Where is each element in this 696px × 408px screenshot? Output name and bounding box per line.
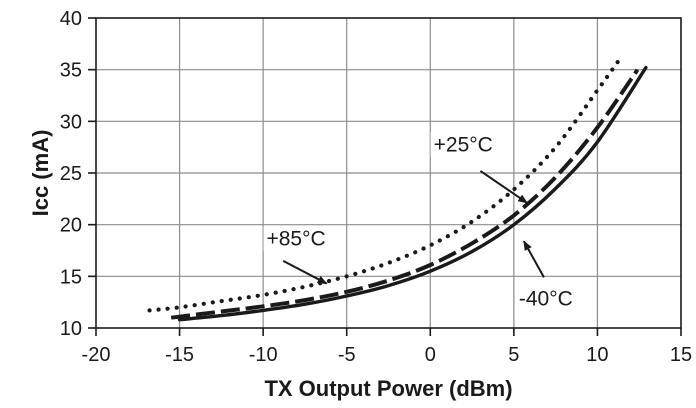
y-tick-label: 20 xyxy=(60,215,82,237)
x-tick-label: 5 xyxy=(508,344,519,366)
y-axis-title: Icc (mA) xyxy=(28,130,53,217)
grid-lines xyxy=(96,18,681,328)
annotation-label-bg xyxy=(430,132,496,158)
series-line-25c-dashed xyxy=(170,68,640,320)
annotations: +85°C +25°C -40°C xyxy=(263,132,576,312)
y-tick-label: 30 xyxy=(60,111,82,133)
x-axis-ticks: -20 -15 -10 -5 0 5 10 15 xyxy=(82,328,692,366)
x-tick-label: -20 xyxy=(82,344,111,366)
x-tick-label: 15 xyxy=(670,344,692,366)
x-tick-label: -5 xyxy=(338,344,356,366)
y-tick-label: 40 xyxy=(60,8,82,30)
annotation-arrow-25c xyxy=(479,170,529,204)
annotation-label-bg xyxy=(263,226,329,252)
series-lines xyxy=(147,53,648,322)
y-tick-label: 25 xyxy=(60,163,82,185)
x-tick-label: -15 xyxy=(165,344,194,366)
annotation-arrow-40c xyxy=(523,240,545,278)
series-line-85c-dotted xyxy=(147,53,625,313)
annotation-label-bg xyxy=(515,286,576,312)
x-tick-label: -10 xyxy=(249,344,278,366)
series-line-40c-solid xyxy=(177,65,648,322)
x-tick-label: 0 xyxy=(425,344,436,366)
annotation-label-40c: -40°C xyxy=(519,287,573,310)
annotation-label-85c: +85°C xyxy=(266,227,325,250)
y-tick-label: 10 xyxy=(60,318,82,340)
annotation-label-25c: +25°C xyxy=(434,133,493,156)
y-axis-ticks: 10 15 20 25 30 35 40 xyxy=(60,8,96,340)
x-axis-title: TX Output Power (dBm) xyxy=(264,376,512,401)
y-tick-label: 35 xyxy=(60,60,82,82)
annotation-arrow-85c xyxy=(282,259,328,285)
x-tick-label: 10 xyxy=(586,344,608,366)
y-tick-label: 15 xyxy=(60,266,82,288)
